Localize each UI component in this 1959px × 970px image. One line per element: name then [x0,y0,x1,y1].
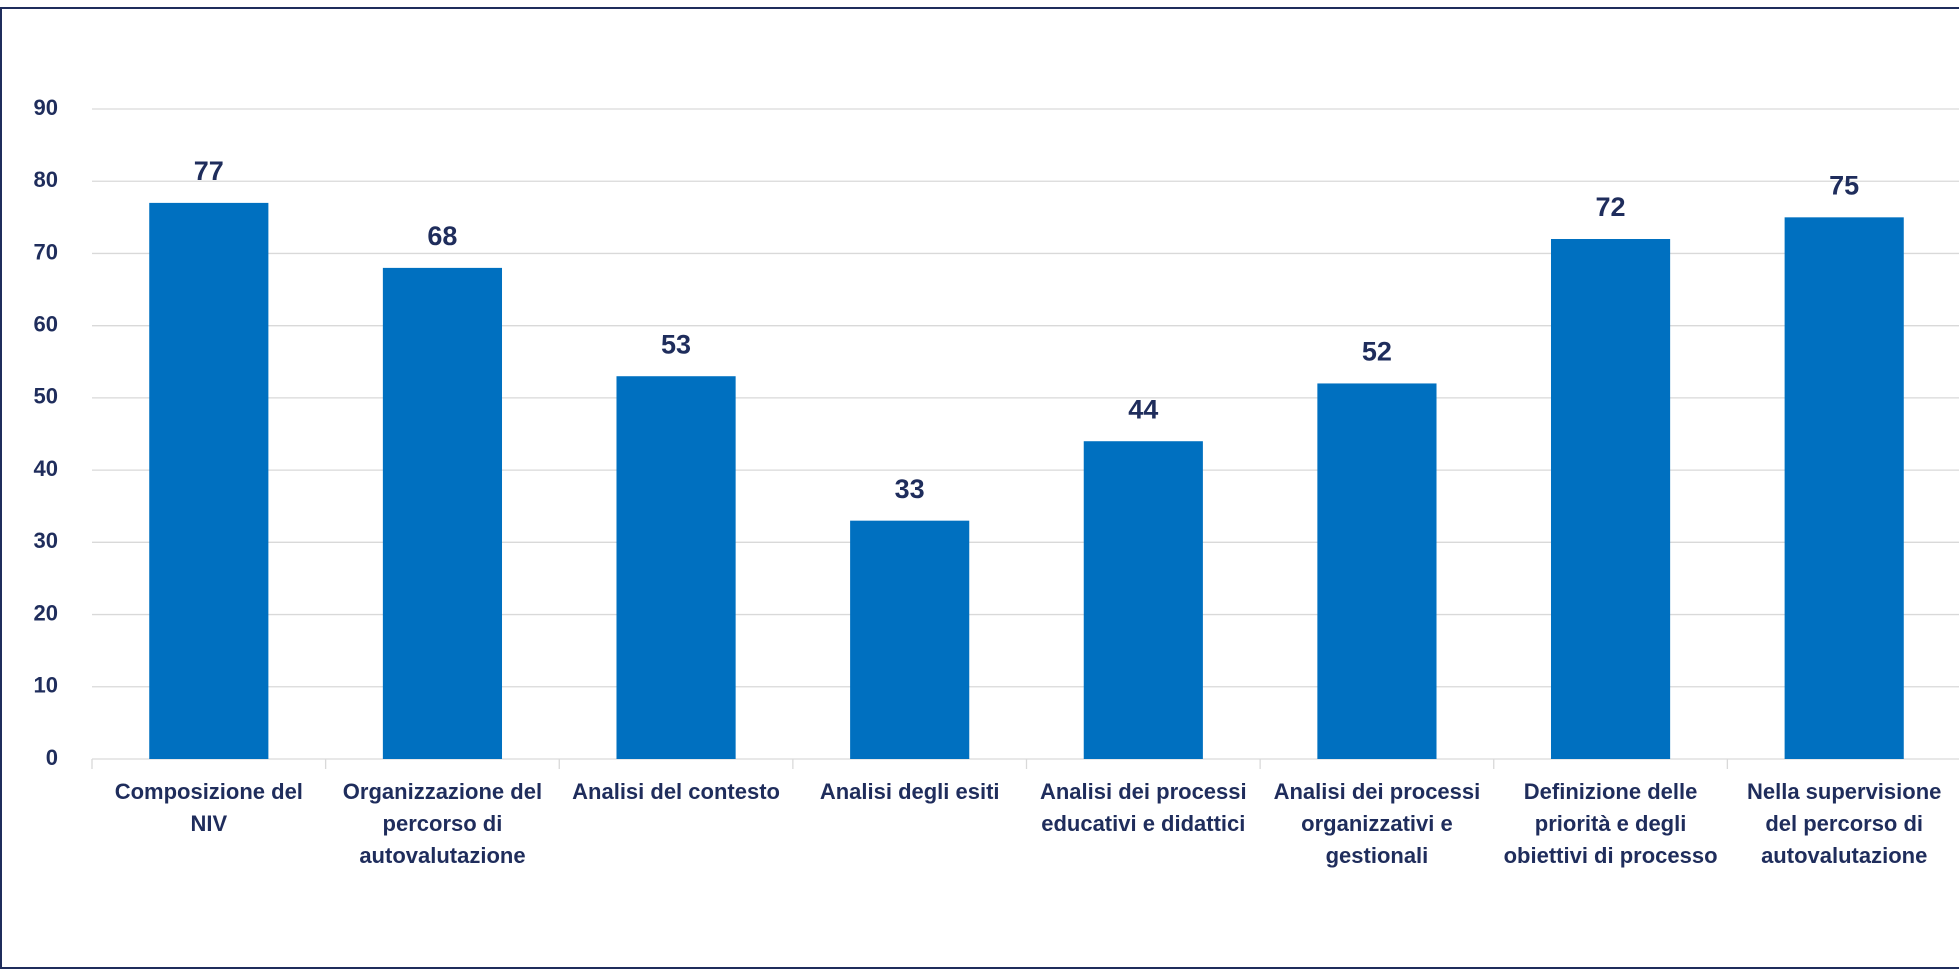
value-label: 53 [661,329,691,359]
bar [1083,441,1203,759]
y-tick-label: 20 [34,600,58,625]
value-label: 75 [1829,170,1859,200]
value-label: 44 [1128,394,1158,424]
y-tick-label: 60 [34,311,58,336]
value-label: 33 [895,474,925,504]
x-tick-label: Nella supervisione del percorso di autoval… [1747,779,1941,868]
y-tick-label: 80 [34,167,58,192]
chart-border [0,7,1959,969]
value-label: 52 [1362,337,1392,367]
y-tick-label: 0 [46,745,58,770]
x-tick-label: Definizione delle priorità e degli obietti… [1504,779,1718,868]
x-tick-label: Analisi dei processi educativi e didattic… [1040,779,1247,836]
bar [1784,217,1904,760]
bar [616,376,736,759]
bar [382,267,503,759]
bar [1317,383,1437,759]
x-tick-label: Composizione del NIV [115,779,303,836]
bar [850,520,970,759]
x-tick-label: Analisi degli esiti [820,779,1000,804]
x-tick-label: Organizzazione del percorso di autovalutaz… [343,779,542,868]
y-tick-label: 90 [34,95,58,120]
y-tick-label: 10 [34,673,58,698]
bar [149,202,269,759]
value-label: 72 [1596,192,1626,222]
bar [1550,239,1671,759]
x-tick-label: Analisi dei processi organizzativi e gesti… [1274,779,1481,868]
value-label: 77 [194,156,224,186]
y-tick-label: 30 [34,528,58,553]
y-tick-label: 40 [34,456,58,481]
x-tick-label: Analisi del contesto [572,779,780,804]
value-label: 68 [427,221,457,251]
y-tick-label: 70 [34,239,58,264]
y-tick-label: 50 [34,384,58,409]
